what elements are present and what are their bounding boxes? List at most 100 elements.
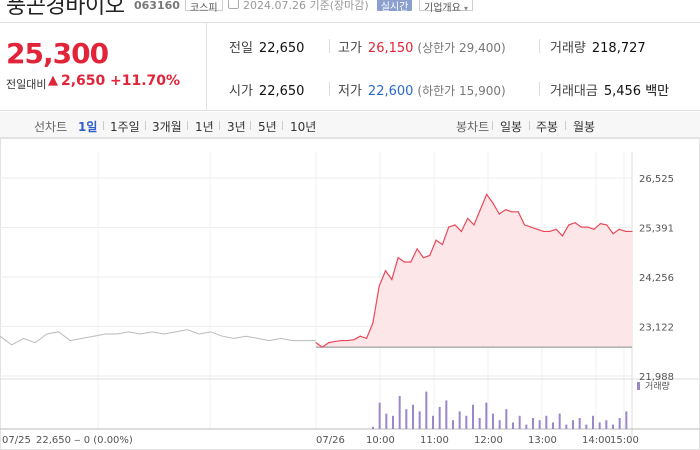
stat-label: 전일	[229, 41, 253, 56]
series-line-prev-day	[0, 329, 316, 346]
data-point	[353, 339, 355, 341]
tab-1y[interactable]: 1년	[195, 120, 214, 134]
lower-limit: (하한가 15,900)	[417, 84, 506, 98]
volume-bar	[445, 400, 448, 429]
chart-period-tabs: 선차트 1일 1주일 3개월 1년 3년 5년 10년 봉차트 일봉 주봉 월봉	[0, 112, 700, 138]
data-point	[391, 278, 393, 281]
realtime-button[interactable]: 실시간	[377, 0, 412, 13]
volume-bar	[618, 418, 621, 429]
stat-value: 22,650	[258, 84, 305, 99]
upper-limit: (상한가 29,400)	[417, 41, 506, 55]
stat-label: 고가	[338, 41, 362, 56]
volume-bar	[625, 411, 628, 429]
stat-label: 시가	[229, 84, 253, 99]
stat-volume: 거래량 218,727	[550, 37, 646, 56]
data-point	[612, 233, 614, 235]
data-point	[473, 224, 475, 226]
tab-weekly-candle[interactable]: 주봉	[536, 120, 559, 134]
stat-value: 26,150	[367, 41, 414, 56]
volume-bar	[452, 420, 454, 429]
stat-value: 5,456 백만	[603, 84, 670, 99]
data-point	[542, 230, 545, 233]
data-point	[574, 222, 576, 224]
change-value: 2,650	[61, 73, 106, 89]
data-point	[561, 235, 564, 237]
data-point	[549, 230, 551, 233]
stat-prev-close: 전일 22,650	[229, 37, 304, 56]
tab-daily-candle[interactable]: 일봉	[500, 120, 523, 134]
data-point	[479, 209, 481, 211]
price-summary: 25,300 전일대비 ▲ 2,650 +11.70%	[0, 23, 207, 111]
tab-divider	[529, 121, 530, 130]
candle-chart-label[interactable]: 봉차트	[456, 120, 490, 134]
data-point	[505, 209, 507, 211]
volume-bar	[532, 418, 534, 429]
data-point	[397, 257, 399, 259]
data-point	[536, 228, 538, 230]
change-label: 전일대비	[6, 78, 47, 91]
data-point	[334, 340, 336, 343]
data-point	[568, 224, 570, 226]
tab-1w[interactable]: 1주일	[110, 120, 140, 134]
change-rate: +11.70%	[110, 73, 181, 89]
tab-divider	[565, 121, 566, 130]
data-point	[631, 230, 633, 233]
data-point	[315, 342, 317, 344]
stat-value: 218,727	[591, 41, 646, 56]
volume-bar	[525, 424, 528, 429]
volume-bar	[478, 418, 481, 429]
data-point	[378, 285, 380, 287]
tab-monthly-candle[interactable]: 월봉	[573, 120, 596, 134]
volume-bar	[378, 402, 381, 429]
data-point	[454, 224, 456, 226]
data-point	[517, 211, 519, 213]
data-point	[410, 261, 412, 263]
data-point	[403, 261, 406, 263]
stat-label: 거래량	[550, 41, 586, 56]
volume-bar	[412, 404, 414, 429]
stat-value: 22,650	[258, 41, 305, 56]
tab-3m[interactable]: 3개월	[152, 120, 182, 134]
tab-5y[interactable]: 5년	[258, 120, 277, 134]
tab-divider	[492, 121, 493, 130]
volume-bar	[598, 422, 601, 429]
x-tick-label: 07/26	[316, 435, 345, 446]
divider	[329, 39, 330, 53]
volume-bar	[425, 391, 428, 429]
stat-label: 저가	[338, 84, 362, 99]
volume-bar	[498, 420, 501, 429]
stat-amount: 거래대금 5,456 백만	[550, 80, 669, 99]
data-point	[625, 230, 627, 233]
data-point	[593, 228, 595, 230]
company-overview-button[interactable]: 기업개요 ▾	[419, 0, 474, 14]
volume-bar	[485, 402, 488, 429]
tab-10y[interactable]: 10년	[290, 120, 317, 134]
stat-high: 고가 26,150 (상한가 29,400)	[338, 37, 506, 56]
volume-bar	[552, 422, 554, 429]
line-chart-label[interactable]: 선차트	[34, 120, 68, 134]
tab-3y[interactable]: 3년	[227, 120, 246, 134]
data-point	[347, 339, 349, 342]
data-point	[340, 339, 342, 342]
market-badge: 코스피	[185, 0, 223, 14]
stat-open: 시가 22,650	[229, 80, 304, 99]
tab-divider	[145, 121, 146, 130]
x-tick-label: 14:00	[582, 435, 611, 446]
volume-legend-swatch	[637, 382, 640, 390]
data-point	[587, 226, 589, 228]
data-point	[580, 226, 583, 228]
tab-1d[interactable]: 1일	[78, 120, 98, 134]
data-point	[441, 243, 443, 246]
current-price: 25,300	[6, 37, 109, 70]
stock-name[interactable]: 풍곤경바이오	[6, 0, 125, 16]
volume-bar	[538, 420, 541, 429]
data-point	[492, 202, 494, 204]
data-point	[523, 224, 526, 226]
data-point	[498, 213, 500, 215]
price-chart[interactable]: 26,525 25,391 24,256 23,122 21,988 거래량 07/25 07…	[0, 138, 700, 450]
data-point	[606, 224, 608, 226]
volume-bar	[432, 415, 434, 429]
price-panel: 25,300 전일대비 ▲ 2,650 +11.70% 전일 22,650 고가 2…	[0, 22, 700, 111]
volume-bar	[572, 420, 574, 429]
